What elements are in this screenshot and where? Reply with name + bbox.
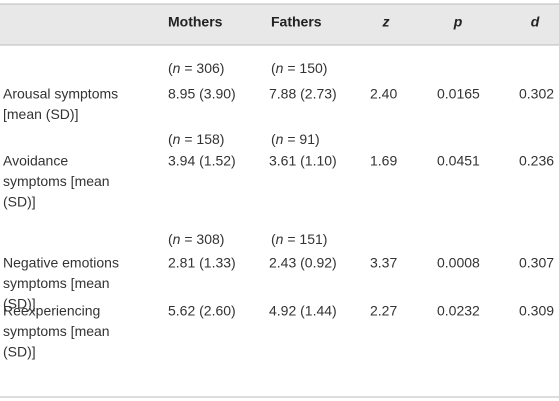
cell: 0.0165 [437,86,480,102]
cell: 2.43 (0.92) [269,255,337,271]
cell: 0.0451 [437,153,480,169]
header-background [0,4,559,45]
cell: 3.94 (1.52) [168,153,236,169]
column-header: z [382,14,390,30]
cell: 0.307 [519,255,554,271]
sample-size: (n = 158) [168,131,224,147]
column-header: p [453,14,463,30]
column-header: d [531,14,540,30]
sample-size: (n = 306) [168,60,224,76]
row-label: Avoidance [3,153,68,169]
row-label: symptoms [mean [3,173,110,189]
cell: 2.81 (1.33) [168,255,236,271]
cell: 0.0232 [437,303,480,319]
column-header: Fathers [271,14,322,30]
row-label: symptoms [mean [3,275,110,291]
row-label: (SD)] [3,344,36,360]
column-header: Mothers [168,14,223,30]
row-label: (SD)] [3,194,36,210]
sample-size: (n = 151) [271,231,327,247]
cell: 4.92 (1.44) [269,303,337,319]
cell: 8.95 (3.90) [168,86,236,102]
cell: 0.236 [519,153,554,169]
cell: 5.62 (2.60) [168,303,236,319]
cell: 1.69 [370,153,397,169]
sample-size: (n = 308) [168,231,224,247]
row-label: symptoms [mean [3,323,110,339]
cell: 3.37 [370,255,397,271]
cell: 0.0008 [437,255,480,271]
cell: 2.40 [370,86,397,102]
cell: 2.27 [370,303,397,319]
cell: 0.302 [519,86,554,102]
row-label: (SD)] [3,296,36,312]
row-label: Arousal symptoms [3,86,118,102]
row-label: [mean (SD)] [3,106,78,122]
sample-size: (n = 150) [271,60,327,76]
sample-size: (n = 91) [271,131,320,147]
cell: 0.309 [519,303,554,319]
cell: 3.61 (1.10) [269,153,337,169]
cell: 7.88 (2.73) [269,86,337,102]
row-label: Reexperiencing [3,303,100,319]
row-label: Negative emotions [3,255,119,271]
